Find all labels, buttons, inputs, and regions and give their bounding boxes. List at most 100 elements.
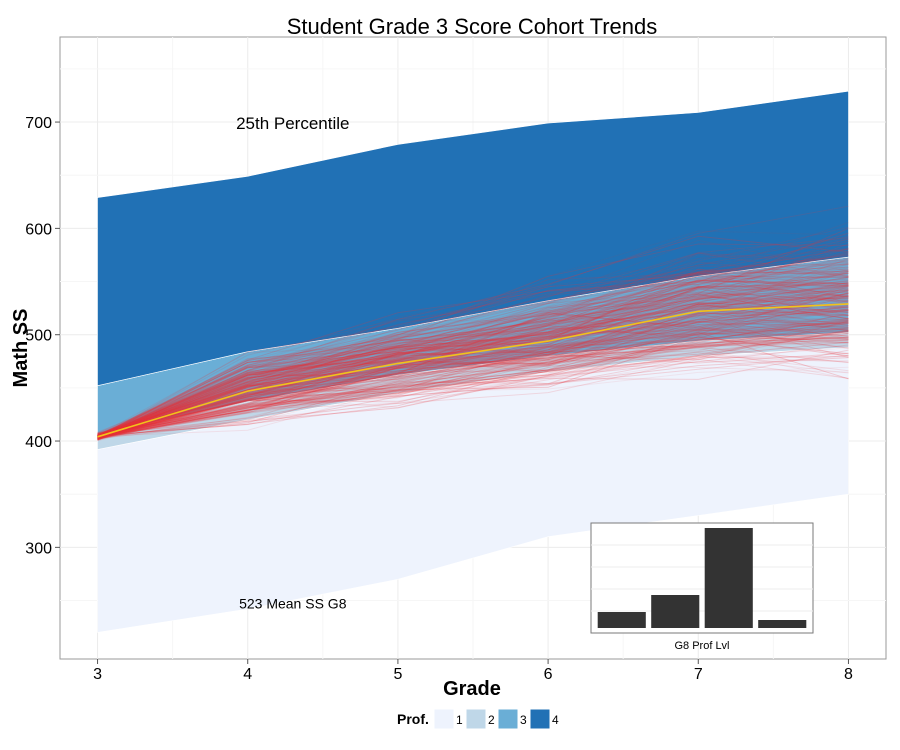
- student-line: [97, 303, 849, 436]
- student-line: [97, 292, 849, 437]
- student-line: [97, 339, 849, 438]
- student-line: [97, 322, 849, 438]
- student-line: [97, 286, 849, 440]
- plot-area: 25th Percentile 523 Mean SS G8 G8 Prof L…: [59, 36, 887, 660]
- student-line: [97, 252, 849, 438]
- student-line: [97, 279, 849, 437]
- x-axis: 3 4 5 6 7 8: [93, 659, 853, 683]
- student-line: [97, 236, 849, 440]
- student-line: [97, 314, 849, 436]
- student-line: [97, 341, 849, 438]
- student-line: [97, 257, 849, 436]
- student-line: [97, 326, 849, 438]
- y-tick-label: 400: [25, 434, 52, 451]
- student-line: [97, 230, 849, 439]
- student-line: [97, 307, 849, 439]
- student-line: [97, 293, 849, 438]
- student-line: [97, 264, 849, 437]
- student-line: [97, 352, 849, 440]
- legend-label-3: 3: [520, 713, 527, 727]
- student-line: [97, 330, 849, 437]
- student-line: [97, 252, 849, 437]
- student-line: [97, 268, 849, 436]
- student-line: [97, 326, 849, 437]
- student-line: [97, 280, 849, 439]
- student-line: [97, 329, 849, 435]
- inset-bar-level-3: [704, 528, 753, 628]
- student-line: [97, 332, 849, 437]
- student-line: [97, 291, 849, 440]
- student-line: [97, 295, 849, 439]
- inset-bar-chart: G8 Prof Lvl: [590, 522, 814, 652]
- student-line: [97, 346, 849, 436]
- student-line: [97, 311, 849, 440]
- student-line: [97, 347, 849, 437]
- x-tick-label: 3: [93, 666, 102, 683]
- student-line: [97, 312, 849, 437]
- y-tick-label: 300: [25, 540, 52, 557]
- student-line: [97, 255, 849, 439]
- student-line: [97, 285, 849, 438]
- student-line: [97, 320, 849, 439]
- student-line: [97, 270, 849, 436]
- student-line: [97, 312, 849, 438]
- student-line: [97, 277, 849, 437]
- student-line: [97, 305, 849, 438]
- student-line: [97, 324, 849, 438]
- student-line: [97, 262, 849, 439]
- student-line: [97, 309, 849, 436]
- student-line: [97, 308, 849, 436]
- student-line: [97, 297, 849, 438]
- student-line: [97, 331, 849, 438]
- student-line: [97, 355, 849, 439]
- student-line: [97, 272, 849, 436]
- annotations: 25th Percentile 523 Mean SS G8: [236, 114, 349, 612]
- student-line: [97, 279, 849, 436]
- student-line: [97, 320, 849, 440]
- student-line: [97, 294, 849, 441]
- student-line: [97, 254, 849, 440]
- student-line: [97, 336, 849, 438]
- inset-x-axis-label: G8 Prof Lvl: [674, 640, 729, 652]
- student-line: [97, 232, 849, 436]
- student-line: [97, 286, 849, 440]
- y-axis-title: Math SS: [10, 309, 32, 388]
- student-line: [97, 289, 849, 439]
- student-line: [97, 330, 849, 438]
- student-line: [97, 328, 849, 439]
- student-line: [97, 268, 849, 434]
- student-line: [97, 278, 849, 438]
- student-line: [97, 332, 849, 437]
- student-line: [97, 303, 849, 437]
- student-line: [97, 319, 849, 437]
- student-line: [97, 284, 849, 437]
- student-line: [97, 329, 849, 441]
- student-line: [97, 366, 849, 440]
- student-line: [97, 334, 849, 436]
- student-line: [97, 248, 849, 436]
- student-line: [97, 323, 849, 437]
- legend-label-2: 2: [488, 713, 495, 727]
- student-line: [97, 290, 849, 439]
- student-line: [97, 337, 849, 440]
- student-line: [97, 267, 849, 438]
- y-tick-label: 500: [25, 328, 52, 345]
- student-line: [97, 276, 849, 438]
- student-line: [97, 319, 849, 438]
- x-tick-label: 4: [243, 666, 252, 683]
- student-line: [97, 263, 849, 437]
- student-line: [97, 336, 849, 438]
- student-line: [97, 292, 849, 437]
- student-line: [97, 358, 849, 438]
- student-line: [97, 269, 849, 438]
- student-line: [97, 341, 849, 439]
- annotation-mean-ss-g8: 523 Mean SS G8: [239, 596, 347, 612]
- student-line: [97, 301, 849, 441]
- student-line: [97, 309, 849, 438]
- student-line: [97, 302, 849, 439]
- x-tick-label: 6: [544, 666, 553, 683]
- student-line: [97, 310, 849, 439]
- y-tick-label: 700: [25, 115, 52, 132]
- student-line: [97, 237, 849, 440]
